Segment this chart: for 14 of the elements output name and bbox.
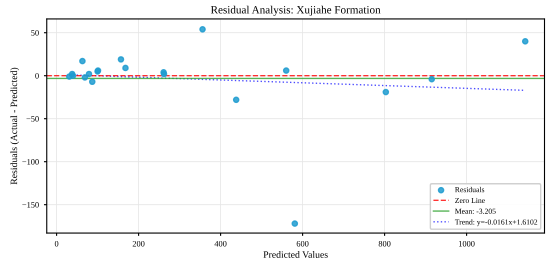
y-axis-title: Residuals (Actual - Predicted) — [10, 68, 20, 184]
x-tick-label: 400 — [214, 240, 227, 247]
chart-title: Residual Analysis: Xujiahe Formation — [210, 6, 380, 16]
x-tick-label: 0 — [54, 240, 58, 247]
y-tick-label: 50 — [31, 30, 39, 36]
x-tick-label: 1000 — [459, 240, 475, 247]
x-axis-title: Predicted Values — [263, 251, 328, 258]
x-tick-label: 800 — [378, 240, 391, 247]
x-tick-label: 200 — [132, 240, 145, 247]
y-tick-label: −50 — [26, 116, 39, 122]
y-tick-label: 0 — [35, 73, 39, 79]
x-tick-label: 600 — [296, 240, 309, 247]
y-tick-label: −100 — [22, 159, 39, 165]
y-tick-label: −150 — [22, 202, 39, 208]
